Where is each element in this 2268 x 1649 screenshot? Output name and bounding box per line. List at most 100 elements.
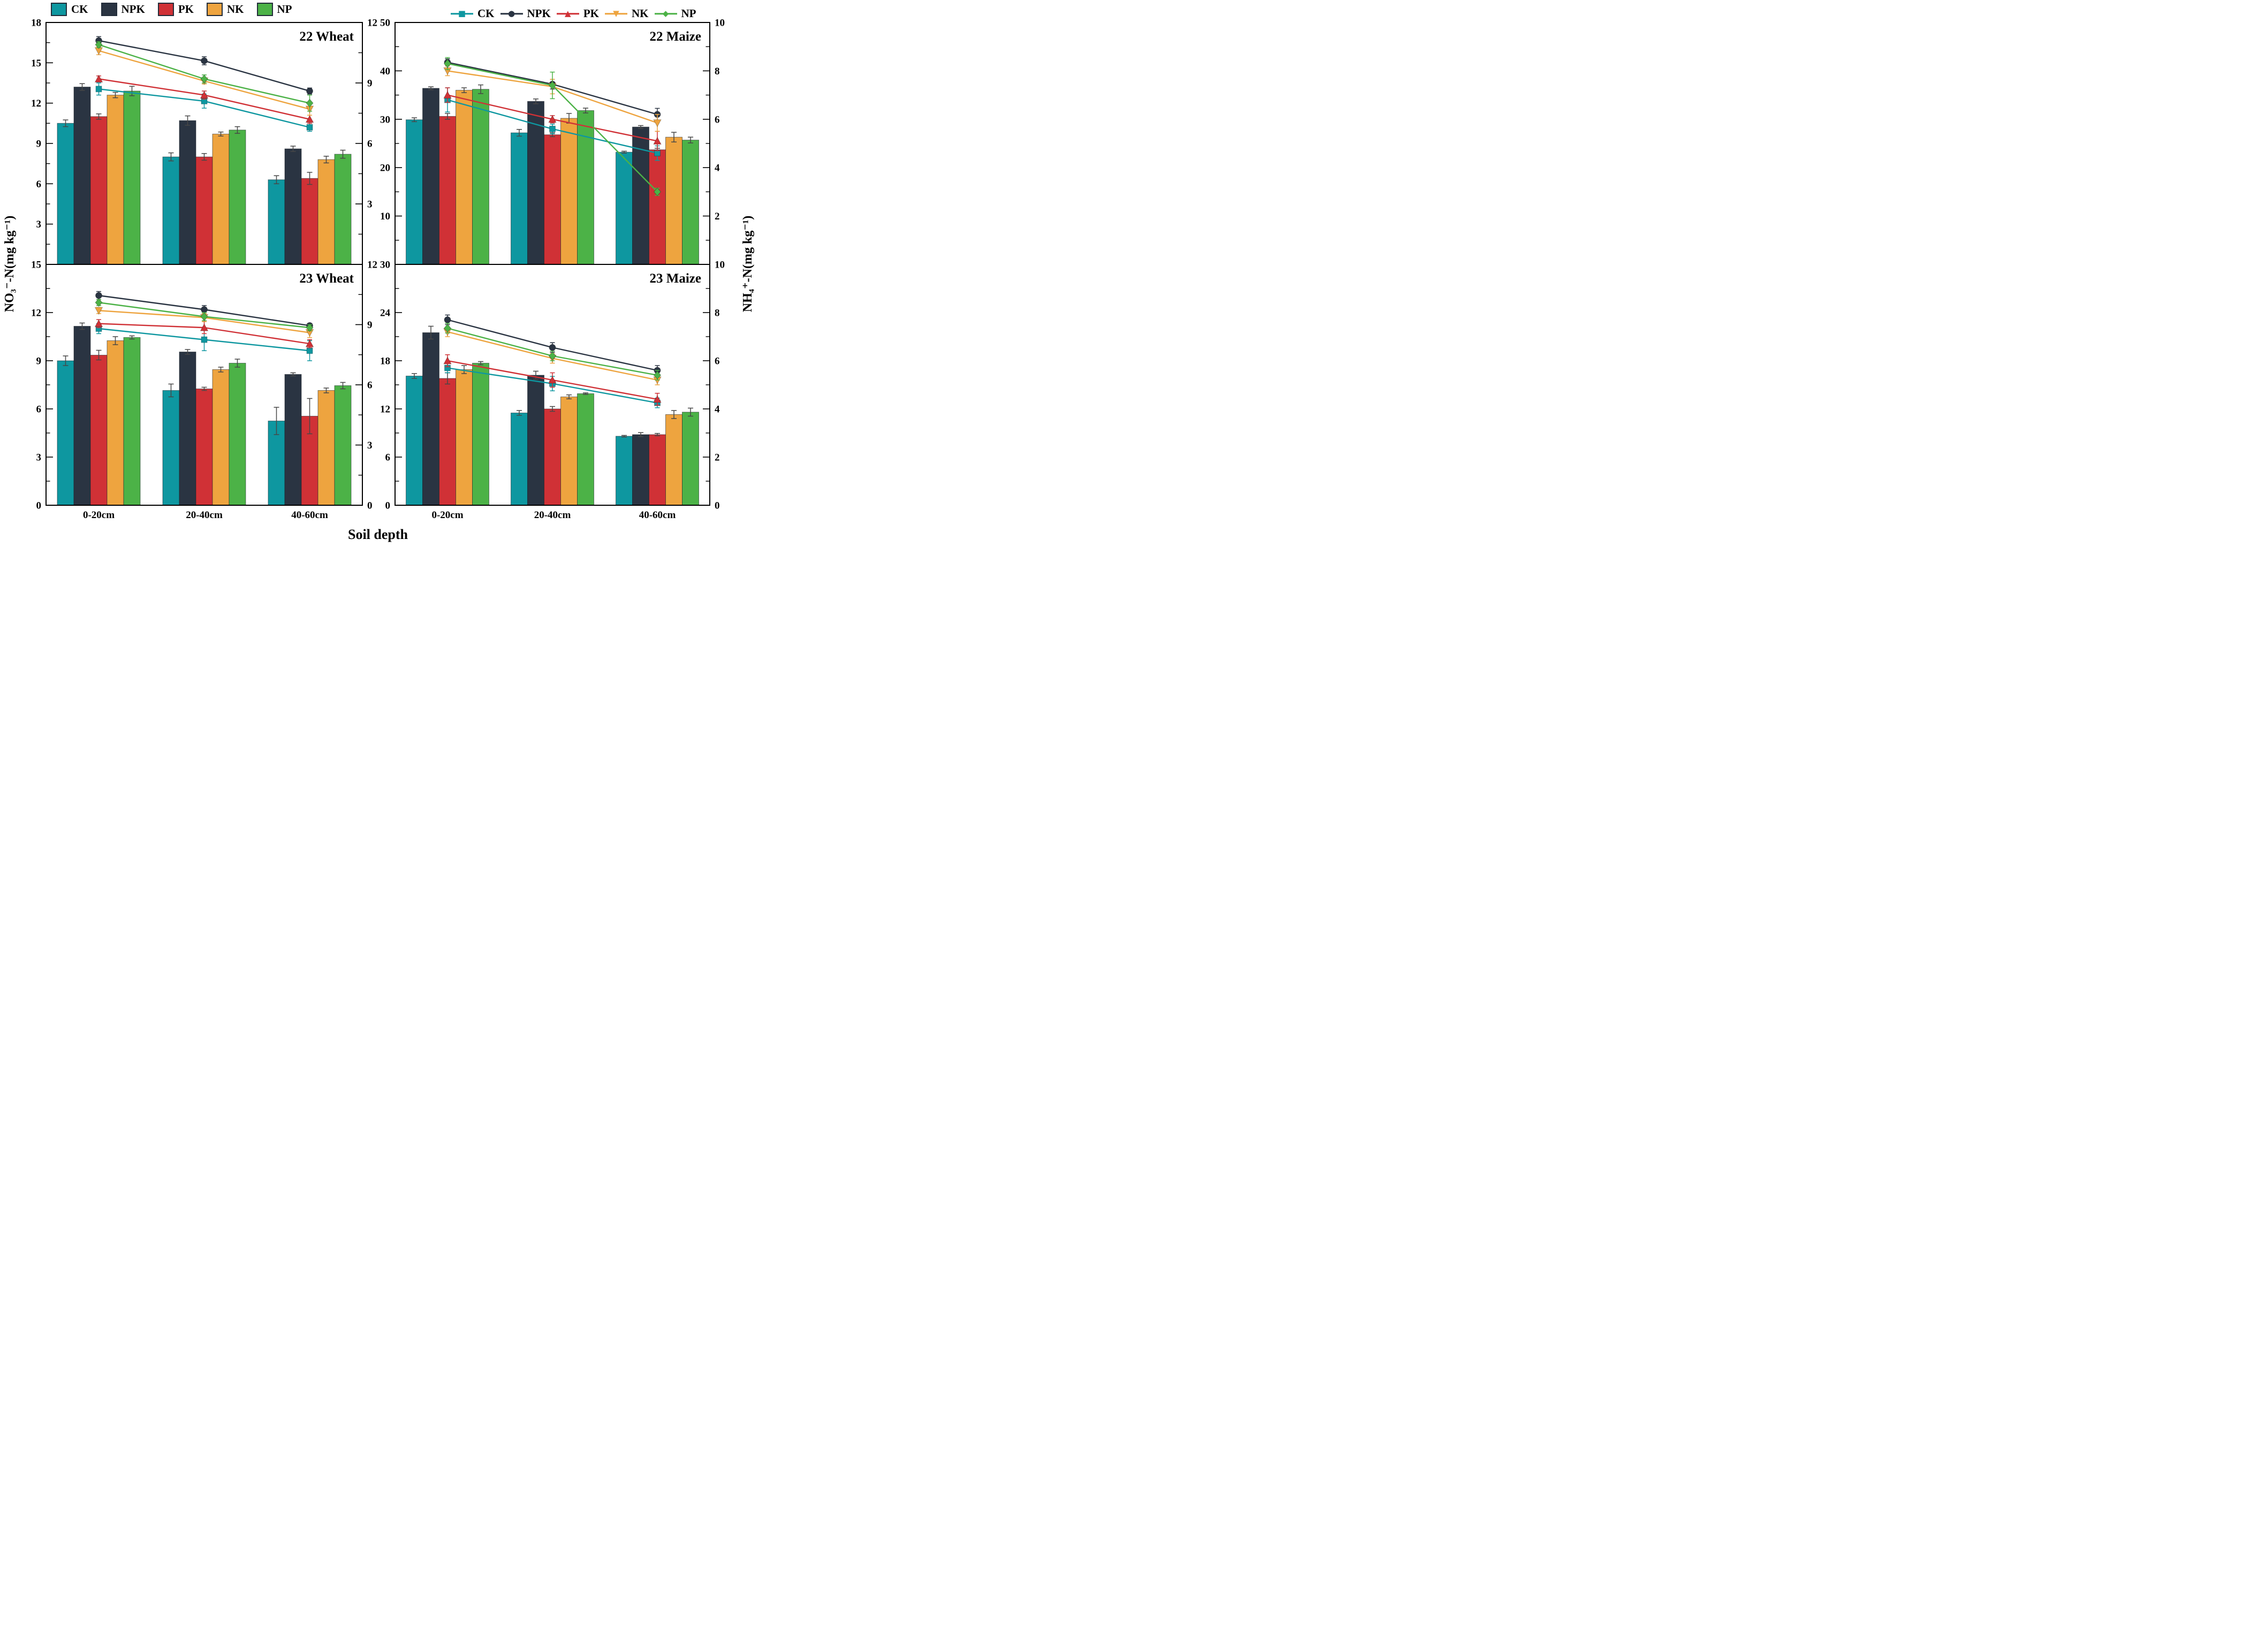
panel-title: 23 Wheat (299, 271, 354, 286)
bar-CK-20-40cm (162, 156, 180, 265)
panel-border (45, 264, 363, 506)
bar-axis-tick-label: 3 (36, 452, 42, 463)
line-axis-tick-label: 6 (367, 380, 373, 391)
y-axis-label-left: NO₃⁻-N(mg kg⁻¹) (3, 215, 17, 313)
bar-PK-20-40cm (544, 408, 561, 506)
bar-PK-40-60cm (649, 434, 666, 506)
line-legend-item-NPK: ● NPK (500, 7, 551, 20)
marker-NPK-20-40cm (549, 344, 556, 351)
bar-legend-item-NK: NK (207, 3, 244, 16)
line-legend-item-NK: ▼ NK (605, 7, 649, 20)
bar-CK-0-20cm (406, 119, 423, 265)
x-axis-tick-label: 20-40cm (186, 510, 223, 521)
bar-axis-tick-label: 30 (380, 114, 390, 125)
bar-axis-tick-label: 18 (31, 18, 41, 29)
bar-axis-tick-label: 10 (380, 211, 390, 222)
bar-axis-tick-label: 20 (380, 163, 390, 174)
bar-PK-0-20cm (439, 378, 456, 506)
bar-axis-tick-label: 12 (380, 404, 390, 415)
marker-NP-0-20cm (443, 59, 452, 69)
marker-PK-0-20cm (94, 319, 103, 328)
bar-NPK-0-20cm (73, 326, 91, 506)
bar-NP-40-60cm (334, 154, 352, 265)
panel-title: 22 Maize (650, 29, 701, 44)
line-axis-tick-label: 10 (715, 18, 725, 29)
marker-PK-20-40cm (548, 375, 557, 384)
line-axis-tick-label: 8 (715, 308, 720, 319)
bar-PK-40-60cm (301, 178, 318, 265)
marker-PK-20-40cm (200, 323, 209, 331)
legend-swatch-CK (51, 3, 67, 16)
x-axis-label: Soil depth (348, 527, 408, 542)
marker-NP-40-60cm (306, 323, 314, 332)
bar-NP-0-20cm (123, 337, 141, 506)
y-axis-label-right: NH₄⁺-N(mg kg⁻¹) (741, 215, 755, 313)
bar-axis-tick-label: 24 (380, 308, 391, 319)
line-axis-tick-label: 12 (367, 260, 377, 271)
line-axis-tick-label: 0 (715, 500, 720, 512)
marker-NP-0-20cm (443, 323, 452, 333)
bar-axis-tick-label: 6 (36, 404, 42, 415)
line-legend-item-CK: ■ CK (451, 7, 495, 20)
triangle-up-marker-icon: ▲ (556, 9, 579, 19)
bar-NP-0-20cm (472, 89, 489, 265)
marker-CK-20-40cm (201, 336, 208, 343)
legend-label: NK (227, 3, 244, 16)
bar-PK-20-40cm (195, 156, 213, 265)
marker-PK-0-20cm (94, 74, 103, 82)
bar-PK-0-20cm (90, 116, 108, 265)
legend-label: NPK (527, 7, 551, 20)
bar-PK-20-40cm (544, 134, 561, 265)
x-axis-tick-label: 0-20cm (431, 510, 463, 521)
bar-axis-tick-label: 0 (385, 500, 391, 512)
bar-NK-40-60cm (317, 159, 335, 265)
legend-label: PK (583, 7, 599, 20)
marker-PK-20-40cm (548, 115, 557, 123)
bar-NPK-20-40cm (179, 120, 196, 265)
line-axis-tick-label: 3 (367, 440, 373, 451)
bar-axis-tick-label: 9 (36, 356, 42, 367)
bar-NK-20-40cm (560, 397, 578, 506)
bar-NP-40-60cm (334, 385, 352, 506)
bar-NK-40-60cm (317, 390, 335, 506)
panel-23-wheat: 0 3 6 9 12 15 0 3 6 9 12 23 Wheat 0-20cm 20-40cm 40-60… (31, 260, 377, 521)
legend-swatch-PK (157, 3, 174, 16)
x-axis-tick-label: 0-20cm (83, 510, 115, 521)
circle-marker-icon: ● (500, 9, 523, 19)
marker-NPK-40-60cm (306, 87, 313, 95)
legend-label: NP (277, 3, 292, 16)
marker-NPK-0-20cm (444, 316, 451, 323)
marker-CK-40-60cm (306, 124, 313, 131)
panel-title: 23 Maize (650, 271, 701, 286)
bar-legend-item-NP: NP (256, 3, 292, 16)
legend-label: NP (681, 7, 696, 20)
bar-NPK-20-40cm (179, 352, 196, 506)
x-axis-tick-label: 40-60cm (639, 510, 676, 521)
marker-CK-20-40cm (549, 125, 556, 132)
bar-CK-20-40cm (162, 390, 180, 506)
marker-NP-20-40cm (548, 351, 557, 361)
bar-CK-20-40cm (511, 413, 528, 506)
legend-swatch-NP (256, 3, 273, 16)
line-axis-tick-label: 12 (367, 18, 377, 29)
bar-legend-item-PK: PK (157, 3, 194, 16)
marker-NPK-20-40cm (201, 306, 208, 313)
legend-label: CK (477, 7, 495, 20)
marker-NP-40-60cm (653, 187, 662, 196)
marker-NP-20-40cm (200, 312, 208, 321)
bar-NK-20-40cm (212, 369, 230, 506)
line-axis-tick-label: 4 (715, 404, 720, 415)
bar-CK-40-60cm (616, 436, 633, 506)
figure-soil-nitrogen-four-panel-chart: CK NPK PK NK NP ■ CK ● NPK ▲ PK ▼ NK ◆ NP 3 6 9 12 15 18 3 6… (0, 0, 756, 550)
bar-NK-20-40cm (560, 118, 578, 265)
bar-axis-tick-label: 50 (380, 18, 390, 29)
bar-NP-0-20cm (123, 90, 141, 265)
line-legend-item-NP: ◆ NP (654, 7, 696, 20)
bar-CK-0-20cm (406, 376, 423, 506)
marker-NK-0-20cm (94, 307, 103, 315)
marker-NP-0-20cm (95, 40, 103, 49)
marker-PK-20-40cm (200, 90, 209, 99)
bar-NP-20-40cm (229, 130, 246, 265)
bar-NPK-0-20cm (73, 87, 91, 265)
